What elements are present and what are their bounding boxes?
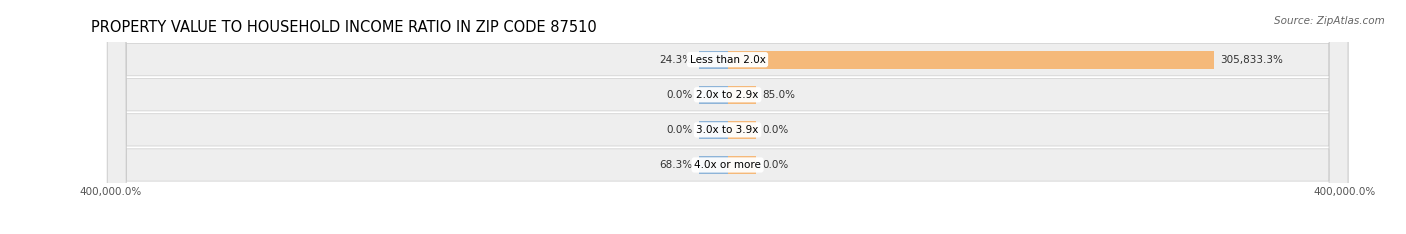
Bar [699, 121, 728, 139]
Text: 4.0x or more: 4.0x or more [695, 160, 761, 170]
FancyBboxPatch shape [107, 0, 1348, 234]
Bar [728, 51, 1213, 69]
FancyBboxPatch shape [107, 0, 1348, 234]
Text: 3.0x to 3.9x: 3.0x to 3.9x [696, 125, 759, 135]
Bar [699, 86, 728, 104]
Text: PROPERTY VALUE TO HOUSEHOLD INCOME RATIO IN ZIP CODE 87510: PROPERTY VALUE TO HOUSEHOLD INCOME RATIO… [91, 20, 598, 35]
FancyBboxPatch shape [107, 0, 1348, 234]
Text: 0.0%: 0.0% [666, 90, 693, 100]
FancyBboxPatch shape [107, 0, 1348, 234]
Text: 68.3%: 68.3% [659, 160, 693, 170]
Text: 0.0%: 0.0% [666, 125, 693, 135]
Bar [728, 156, 756, 174]
Text: 85.0%: 85.0% [762, 90, 796, 100]
Bar [728, 86, 756, 104]
Text: Less than 2.0x: Less than 2.0x [690, 55, 765, 65]
Text: 0.0%: 0.0% [762, 160, 789, 170]
Text: 2.0x to 2.9x: 2.0x to 2.9x [696, 90, 759, 100]
Bar [728, 121, 756, 139]
Text: 0.0%: 0.0% [762, 125, 789, 135]
Text: Source: ZipAtlas.com: Source: ZipAtlas.com [1274, 16, 1385, 26]
Bar [699, 51, 728, 69]
Text: 305,833.3%: 305,833.3% [1220, 55, 1284, 65]
Bar [699, 156, 728, 174]
Text: 24.3%: 24.3% [659, 55, 693, 65]
